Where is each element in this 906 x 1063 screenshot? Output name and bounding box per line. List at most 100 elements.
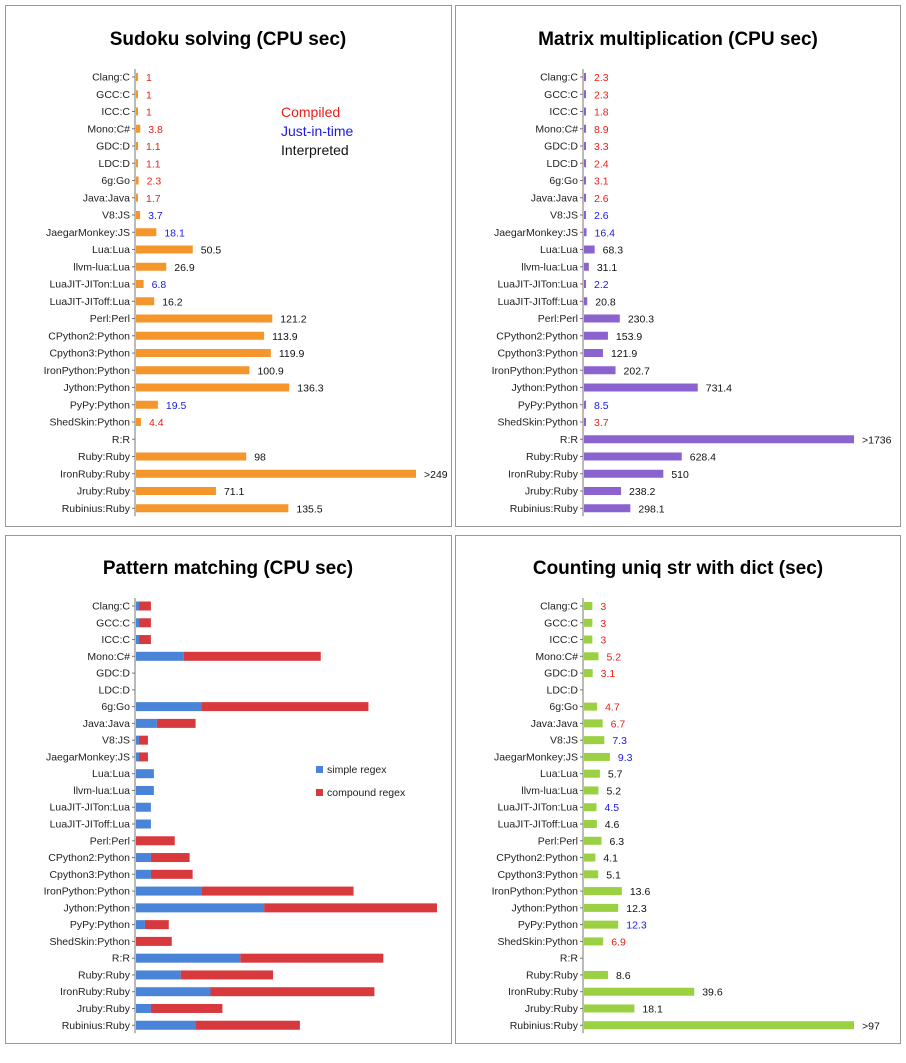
- sudoku-value-label-luajit-jitoff-lua: 16.2: [162, 296, 183, 308]
- counting-tick-label-mono-c-: Mono:C#: [535, 651, 578, 663]
- counting-value-label-jaegarmonkey-js: 9.3: [618, 752, 633, 764]
- sudoku-tick-label-lua-lua: Lua:Lua: [92, 244, 130, 256]
- matrix-tick-label-icc-c: ICC:C: [549, 106, 578, 118]
- matrix-value-label-luajit-jiton-lua: 2.2: [594, 279, 609, 291]
- matrix-value-label-gcc-c: 2.3: [594, 89, 609, 101]
- counting-value-label-pypy-python: 12.3: [626, 920, 647, 932]
- sudoku-bar-perl-perl: [136, 314, 273, 323]
- matrix-value-label-jruby-ruby: 238.2: [629, 486, 655, 498]
- pattern-tick-label-ldc-d: LDC:D: [98, 684, 130, 696]
- pattern-tick-label-6g-go: 6g:Go: [101, 701, 130, 713]
- chart-title-counting: Counting uniq str with dict (sec): [533, 558, 823, 579]
- counting-tick-label-perl-perl: Perl:Perl: [538, 835, 578, 847]
- matrix-bar-jaegarmonkey-js: [584, 228, 587, 237]
- pattern-bar-simple-regex-luajit-jiton-lua: [136, 802, 151, 812]
- matrix-value-label-cpython3-python: 121.9: [611, 348, 637, 360]
- matrix-tick-label-gdc-d: GDC:D: [544, 141, 578, 153]
- sudoku-value-label-ironpython-python: 100.9: [257, 365, 283, 377]
- sudoku-value-label-cpython3-python: 119.9: [279, 348, 305, 360]
- pattern-bar-compound-regex-v8-js: [138, 735, 148, 745]
- pattern-tick-label-lua-lua: Lua:Lua: [92, 768, 130, 780]
- matrix-tick-label-mono-c-: Mono:C#: [535, 123, 578, 135]
- matrix-bar-v8-js: [584, 211, 586, 219]
- sudoku-tick-label-6g-go: 6g:Go: [101, 175, 130, 187]
- pattern-bar-simple-regex-jruby-ruby: [136, 1003, 151, 1013]
- counting-tick-label-ironruby-ruby: IronRuby:Ruby: [508, 986, 579, 998]
- sudoku-value-label-pypy-python: 19.5: [166, 400, 187, 412]
- sudoku-bar-ironruby-ruby: [136, 469, 416, 478]
- legend-simple-label: simple regex: [327, 764, 387, 776]
- counting-value-label-perl-perl: 6.3: [610, 836, 625, 848]
- counting-bar-mono-c-: [584, 652, 599, 661]
- legend-compiled: Compiled: [281, 104, 340, 120]
- sudoku-value-label-ruby-ruby: 98: [254, 452, 266, 464]
- sudoku-bar-gdc-d: [136, 142, 138, 150]
- panel-frame-matrix: [455, 5, 901, 527]
- sudoku-tick-label-shedskin-python: ShedSkin:Python: [49, 417, 130, 429]
- matrix-tick-label-shedskin-python: ShedSkin:Python: [497, 417, 578, 429]
- counting-value-label-llvm-lua-lua: 5.2: [606, 785, 621, 797]
- counting-tick-label-ironpython-python: IronPython:Python: [492, 886, 579, 898]
- matrix-tick-label-lua-lua: Lua:Lua: [540, 244, 578, 256]
- sudoku-bar-icc-c: [136, 107, 138, 116]
- pattern-bar-compound-regex-icc-c: [138, 635, 151, 645]
- pattern-tick-label-v8-js: V8:JS: [102, 735, 130, 747]
- matrix-tick-label-pypy-python: PyPy:Python: [518, 399, 578, 411]
- counting-tick-label-ldc-d: LDC:D: [546, 684, 578, 696]
- matrix-tick-label-luajit-jitoff-lua: LuaJIT-JIToff:Lua: [498, 296, 579, 308]
- pattern-bar-simple-regex-jython-python: [136, 903, 265, 913]
- matrix-bar-ironruby-ruby: [584, 469, 664, 478]
- sudoku-tick-label-cpython2-python: CPython2:Python: [48, 330, 130, 342]
- counting-value-label-rubinius-ruby: >97: [862, 1020, 880, 1032]
- legend-simple-swatch: [316, 766, 323, 773]
- pattern-bar-compound-regex-pypy-python: [144, 920, 169, 930]
- pattern-bar-simple-regex-luajit-jitoff-lua: [136, 819, 151, 829]
- pattern-bar-simple-regex-lua-lua: [136, 769, 154, 779]
- matrix-value-label-lua-lua: 68.3: [603, 245, 624, 257]
- matrix-value-label-pypy-python: 8.5: [594, 400, 609, 412]
- sudoku-tick-label-ironruby-ruby: IronRuby:Ruby: [60, 468, 131, 480]
- matrix-tick-label-r-r: R:R: [560, 434, 579, 446]
- sudoku-bar-rubinius-ruby: [136, 504, 289, 513]
- counting-tick-label-v8-js: V8:JS: [550, 735, 578, 747]
- sudoku-tick-label-java-java: Java:Java: [83, 192, 130, 204]
- sudoku-bar-v8-js: [136, 211, 141, 219]
- counting-bar-icc-c: [584, 635, 593, 644]
- pattern-bar-compound-regex-jruby-ruby: [150, 1003, 223, 1013]
- matrix-bar-ironpython-python: [584, 366, 616, 375]
- matrix-value-label-java-java: 2.6: [594, 193, 609, 205]
- pattern-bar-simple-regex-mono-c-: [136, 651, 184, 661]
- sudoku-bar-ruby-ruby: [136, 452, 247, 461]
- matrix-value-label-shedskin-python: 3.7: [594, 417, 609, 429]
- sudoku-value-label-6g-go: 2.3: [147, 176, 162, 188]
- counting-tick-label-rubinius-ruby: Rubinius:Ruby: [510, 1020, 579, 1032]
- pattern-bar-compound-regex-6g-go: [201, 702, 369, 712]
- pattern-bar-simple-regex-cpython2-python: [136, 853, 151, 863]
- matrix-value-label-llvm-lua-lua: 31.1: [597, 262, 618, 274]
- matrix-bar-pypy-python: [584, 400, 586, 409]
- counting-tick-label-jaegarmonkey-js: JaegarMonkey:JS: [494, 751, 578, 763]
- counting-value-label-ruby-ruby: 8.6: [616, 970, 631, 982]
- counting-value-label-cpython2-python: 4.1: [603, 853, 618, 865]
- matrix-bar-r-r: [584, 435, 854, 444]
- pattern-bar-simple-regex-ruby-ruby: [136, 970, 181, 980]
- sudoku-value-label-gdc-d: 1.1: [146, 141, 161, 153]
- matrix-tick-label-luajit-jiton-lua: LuaJIT-JITon:Lua: [497, 279, 578, 291]
- sudoku-value-label-cpython2-python: 113.9: [272, 331, 298, 343]
- matrix-value-label-ruby-ruby: 628.4: [690, 452, 716, 464]
- matrix-value-label-r-r: >1736: [862, 434, 892, 446]
- legend-compound-swatch: [316, 789, 323, 796]
- counting-value-label-luajit-jitoff-lua: 4.6: [605, 819, 620, 831]
- counting-tick-label-shedskin-python: ShedSkin:Python: [497, 936, 578, 948]
- counting-tick-label-luajit-jitoff-lua: LuaJIT-JIToff:Lua: [498, 819, 579, 831]
- pattern-tick-label-java-java: Java:Java: [83, 718, 130, 730]
- legend-jit: Just-in-time: [281, 123, 354, 139]
- counting-bar-gcc-c: [584, 618, 593, 627]
- sudoku-tick-label-mono-c-: Mono:C#: [87, 123, 130, 135]
- sudoku-bar-jaegarmonkey-js: [136, 228, 157, 237]
- matrix-bar-jruby-ruby: [584, 487, 622, 495]
- counting-tick-label-gcc-c: GCC:C: [544, 617, 578, 629]
- pattern-bar-compound-regex-rubinius-ruby: [195, 1020, 300, 1030]
- sudoku-value-label-shedskin-python: 4.4: [149, 417, 164, 429]
- pattern-bar-simple-regex-v8-js: [136, 735, 139, 745]
